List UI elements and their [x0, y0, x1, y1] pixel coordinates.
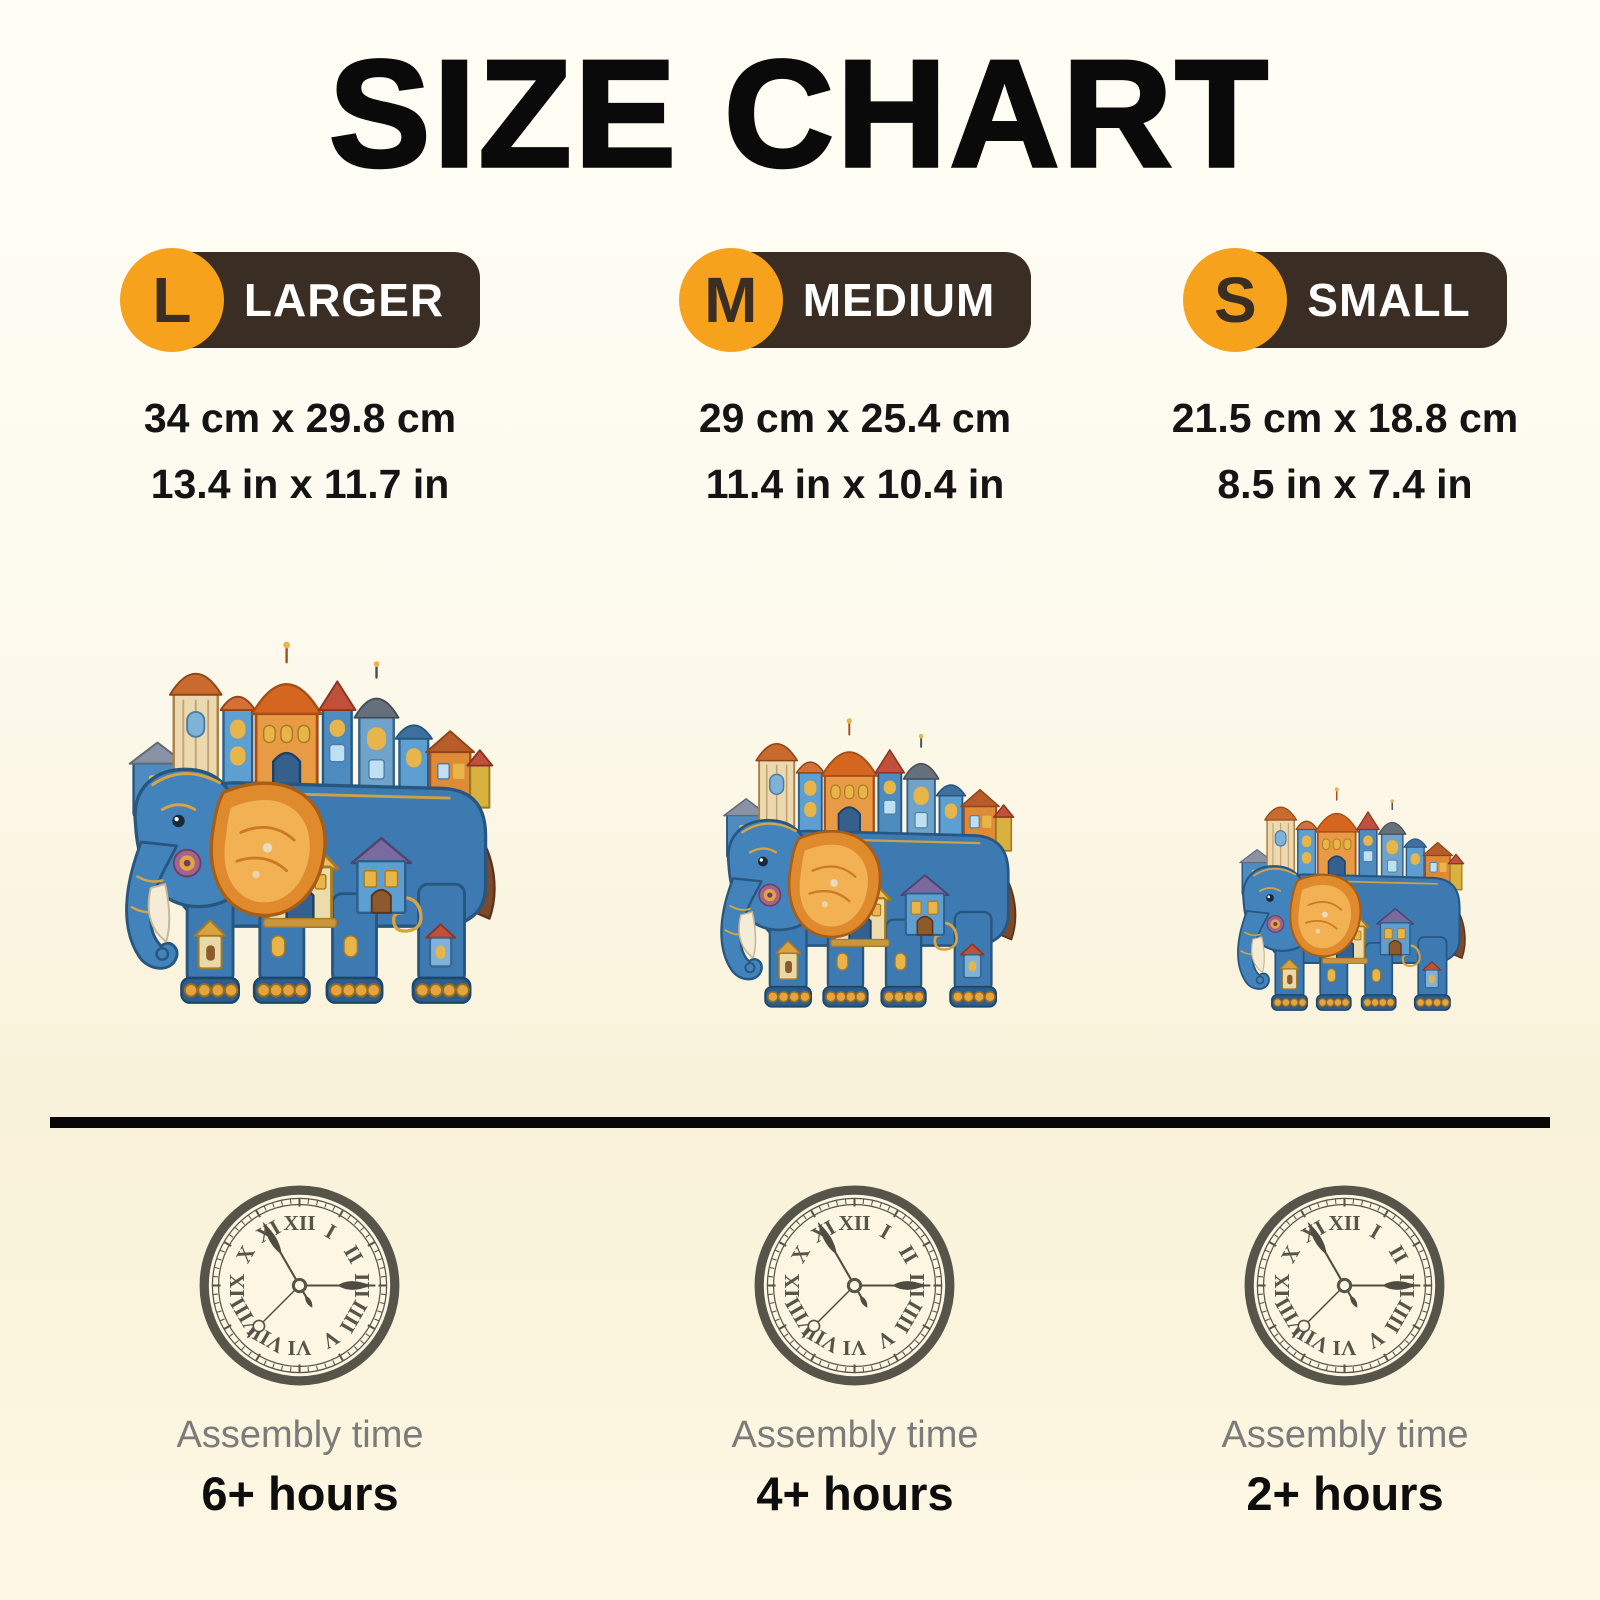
assembly-time-label: Assembly time [1221, 1414, 1469, 1456]
assembly-time-label: Assembly time [731, 1414, 979, 1456]
assembly-hours-value: 2+ hours [1246, 1467, 1444, 1520]
dimensions-in: 8.5 in x 7.4 in [1217, 461, 1473, 507]
assembly-hours-value: 6+ hours [201, 1467, 399, 1520]
size-badge-small: S SMALL [1085, 248, 1600, 352]
assembly-time-label: Assembly time [176, 1414, 424, 1456]
size-label: LARGER [243, 274, 445, 326]
dimensions-cm: 21.5 cm x 18.8 cm [1171, 395, 1519, 441]
size-badge-larger: L LARGER [40, 248, 560, 352]
size-letter: S [1213, 264, 1257, 336]
dimensions-in: 13.4 in x 11.7 in [150, 461, 450, 507]
size-letter: M [704, 264, 758, 336]
elephant-puzzle-illustration-small [1209, 774, 1481, 1022]
dimensions-small: 21.5 cm x 18.8 cm 8.5 in x 7.4 in [1085, 398, 1600, 505]
page-title: SIZE CHART [327, 29, 1271, 199]
size-letter-badge: M [678, 248, 783, 352]
size-badge-medium: M MEDIUM [595, 248, 1115, 352]
dimensions-larger: 34 cm x 29.8 cm 13.4 in x 11.7 in [40, 398, 560, 505]
size-letter: L [152, 264, 192, 336]
clock-icon-larger [197, 1183, 402, 1388]
dimensions-cm: 29 cm x 25.4 cm [698, 395, 1012, 441]
dimensions-medium: 29 cm x 25.4 cm 11.4 in x 10.4 in [595, 398, 1115, 505]
dimensions-in: 11.4 in x 10.4 in [705, 461, 1005, 507]
divider-line [50, 1117, 1550, 1128]
assembly-hours-value: 4+ hours [756, 1467, 954, 1520]
size-label: SMALL [1307, 274, 1471, 326]
size-letter-badge: L [119, 248, 224, 352]
clock-icon-medium [752, 1183, 957, 1388]
dimensions-cm: 34 cm x 29.8 cm [143, 395, 457, 441]
elephant-puzzle-illustration-large [80, 620, 520, 1022]
elephant-puzzle-illustration-medium [684, 701, 1036, 1022]
size-letter-badge: S [1183, 248, 1288, 352]
clock-icon-small [1242, 1183, 1447, 1388]
size-label: MEDIUM [802, 274, 996, 326]
